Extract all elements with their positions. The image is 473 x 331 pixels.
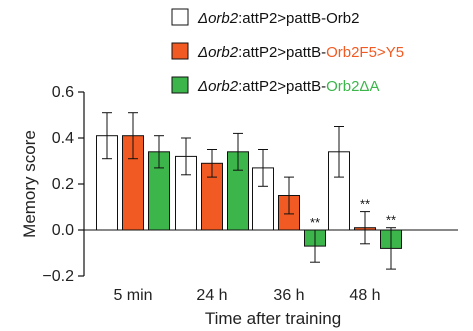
y-tick-label: −0.2 <box>42 268 74 285</box>
significance-mark: ** <box>360 197 370 212</box>
x-tick-label: 48 h <box>349 287 380 304</box>
y-tick-label: 0.4 <box>52 130 74 147</box>
y-axis-title: Memory score <box>20 130 39 238</box>
y-tick-label: 0.0 <box>52 222 74 239</box>
plot-area: 0.6 0.4 0.2 0.0 −0.2 ** ** ** 5 min 24 h 36 h 48 h <box>42 84 458 304</box>
legend-swatch-3 <box>171 76 189 94</box>
significance-mark: ** <box>386 213 396 228</box>
legend-swatch-1 <box>171 8 189 26</box>
x-tick-label: 5 min <box>113 287 152 304</box>
x-tick-label: 36 h <box>273 287 304 304</box>
significance-mark: ** <box>310 215 320 230</box>
legend-swatch-2 <box>171 42 189 60</box>
legend-label-2: Δorb2:attP2>pattB-Orb2F5>Y5 <box>197 44 404 61</box>
x-axis-title: Time after training <box>205 309 341 328</box>
legend: Δorb2:attP2>pattB-Orb2 Δorb2:attP2>pattB… <box>171 8 404 95</box>
y-tick-label: 0.2 <box>52 176 74 193</box>
legend-label-3: Δorb2:attP2>pattB-Orb2ΔA <box>197 78 379 95</box>
x-tick-label: 24 h <box>196 287 227 304</box>
y-tick-label: 0.6 <box>52 84 74 101</box>
legend-label-1: Δorb2:attP2>pattB-Orb2 <box>197 10 359 27</box>
